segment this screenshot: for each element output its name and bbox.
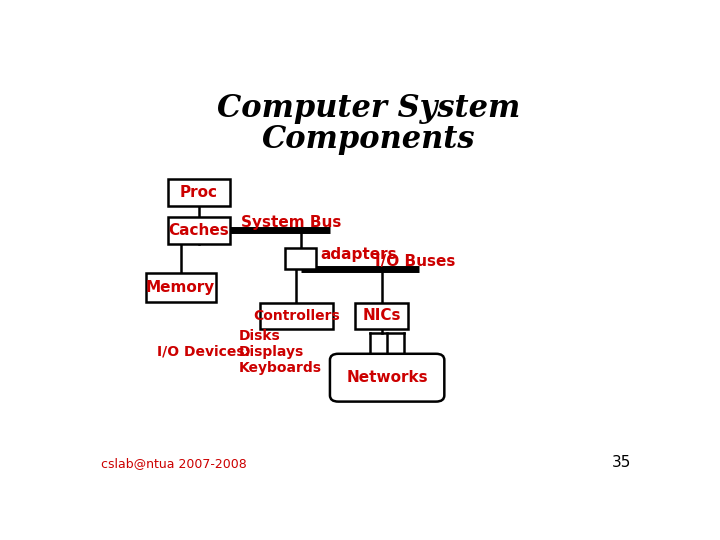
- Text: I/O Devices:: I/O Devices:: [157, 345, 250, 359]
- Text: Components: Components: [262, 124, 476, 155]
- Bar: [145, 273, 215, 302]
- Text: adapters: adapters: [320, 247, 397, 262]
- Bar: [260, 303, 333, 329]
- Text: Networks: Networks: [346, 370, 428, 385]
- Text: Computer System: Computer System: [217, 93, 521, 124]
- Bar: [168, 179, 230, 206]
- Text: Controllers: Controllers: [253, 309, 340, 323]
- Text: Memory: Memory: [146, 280, 215, 295]
- Text: Caches: Caches: [168, 222, 229, 238]
- Text: 35: 35: [612, 455, 631, 470]
- Text: Disks
Displays
Keyboards: Disks Displays Keyboards: [239, 328, 322, 375]
- Text: cslab@ntua 2007-2008: cslab@ntua 2007-2008: [101, 457, 247, 470]
- Text: I/O Buses: I/O Buses: [374, 254, 455, 269]
- FancyBboxPatch shape: [330, 354, 444, 402]
- Bar: [285, 248, 316, 268]
- Text: Proc: Proc: [180, 185, 218, 200]
- Text: NICs: NICs: [362, 308, 401, 323]
- Bar: [168, 217, 230, 244]
- Text: System Bus: System Bus: [240, 215, 341, 230]
- Bar: [355, 303, 408, 329]
